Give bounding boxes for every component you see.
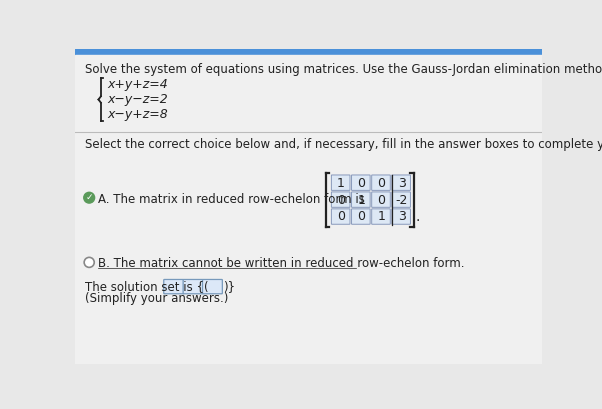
Circle shape bbox=[84, 257, 95, 267]
FancyBboxPatch shape bbox=[331, 175, 350, 190]
FancyBboxPatch shape bbox=[164, 279, 184, 294]
Text: 0: 0 bbox=[377, 177, 385, 189]
Text: 1: 1 bbox=[377, 211, 385, 223]
Text: 0: 0 bbox=[337, 193, 345, 207]
Bar bbox=[75, 49, 542, 55]
Text: 0: 0 bbox=[377, 193, 385, 207]
Text: )}: )} bbox=[223, 280, 235, 293]
Text: 3: 3 bbox=[397, 211, 406, 223]
FancyBboxPatch shape bbox=[371, 175, 390, 190]
Text: x−y+z=8: x−y+z=8 bbox=[108, 108, 169, 121]
Text: x+y+z=4: x+y+z=4 bbox=[108, 79, 169, 91]
FancyBboxPatch shape bbox=[352, 175, 370, 190]
Text: 3: 3 bbox=[397, 177, 406, 189]
Circle shape bbox=[84, 192, 95, 203]
Text: (Simplify your answers.): (Simplify your answers.) bbox=[84, 292, 228, 306]
FancyBboxPatch shape bbox=[331, 209, 350, 224]
Text: 1: 1 bbox=[337, 177, 345, 189]
FancyBboxPatch shape bbox=[183, 279, 203, 294]
Text: B. The matrix cannot be written in reduced row-echelon form.: B. The matrix cannot be written in reduc… bbox=[98, 257, 464, 270]
FancyBboxPatch shape bbox=[392, 175, 411, 190]
Text: A. The matrix in reduced row-echelon form is: A. The matrix in reduced row-echelon for… bbox=[98, 193, 365, 206]
Text: .: . bbox=[415, 210, 420, 224]
Text: -2: -2 bbox=[396, 193, 408, 207]
FancyBboxPatch shape bbox=[331, 192, 350, 207]
FancyBboxPatch shape bbox=[352, 192, 370, 207]
Text: 1: 1 bbox=[358, 193, 365, 207]
Text: 0: 0 bbox=[337, 211, 345, 223]
Text: The solution set is {(: The solution set is {( bbox=[84, 280, 208, 293]
Text: 0: 0 bbox=[357, 211, 365, 223]
Text: x−y−z=2: x−y−z=2 bbox=[108, 93, 169, 106]
FancyBboxPatch shape bbox=[392, 192, 411, 207]
Text: 0: 0 bbox=[357, 177, 365, 189]
FancyBboxPatch shape bbox=[352, 209, 370, 224]
Text: Solve the system of equations using matrices. Use the Gauss-Jordan elimination m: Solve the system of equations using matr… bbox=[84, 63, 602, 76]
FancyBboxPatch shape bbox=[392, 209, 411, 224]
FancyBboxPatch shape bbox=[202, 279, 222, 294]
Text: Select the correct choice below and, if necessary, fill in the answer boxes to c: Select the correct choice below and, if … bbox=[84, 138, 602, 151]
FancyBboxPatch shape bbox=[371, 192, 390, 207]
FancyBboxPatch shape bbox=[371, 209, 390, 224]
Text: ✓: ✓ bbox=[85, 193, 93, 202]
